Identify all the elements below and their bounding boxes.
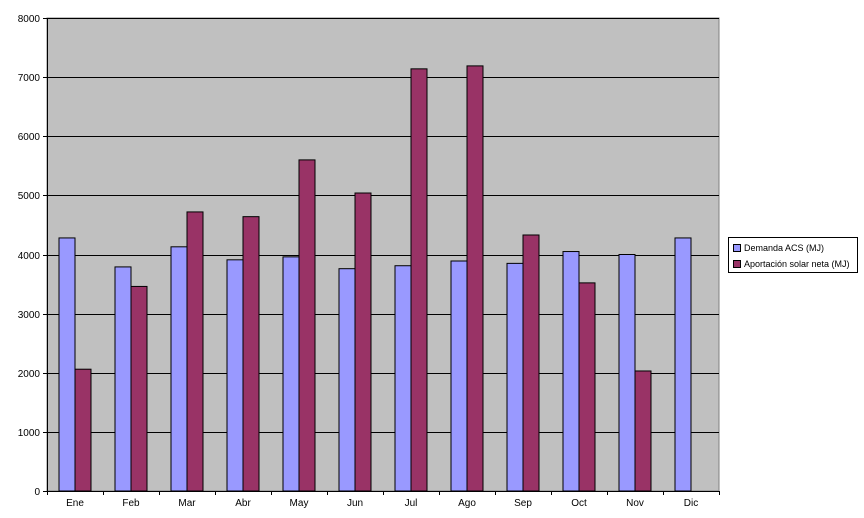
- y-tick-label: 7000: [18, 73, 41, 84]
- bar-demanda-may: [282, 256, 300, 492]
- x-tick-label: Sep: [514, 498, 532, 509]
- bar-demanda-nov: [618, 254, 636, 492]
- bar-aportacion-abr: [242, 216, 260, 492]
- bar-aportacion-oct: [578, 282, 596, 492]
- bar-aportacion-mar: [186, 211, 204, 492]
- bar-aportacion-may: [298, 159, 316, 492]
- legend-label-series-2: Aportación solar neta (MJ): [744, 259, 850, 269]
- bar-aportacion-feb: [130, 285, 148, 492]
- bar-aportacion-nov: [634, 370, 652, 492]
- y-tick-label: 0: [34, 487, 40, 498]
- x-tick-label: Abr: [235, 498, 251, 509]
- legend-item-series-1: Demanda ACS (MJ): [733, 243, 824, 253]
- bar-demanda-dic: [674, 237, 692, 492]
- legend-swatch-series-2: [733, 260, 741, 268]
- y-tick-label: 2000: [18, 369, 41, 380]
- x-tick-label: Feb: [122, 498, 140, 509]
- bar-demanda-mar: [170, 246, 188, 492]
- y-tick-label: 5000: [18, 191, 41, 202]
- bar-aportacion-ago: [466, 65, 484, 492]
- legend-item-series-2: Aportación solar neta (MJ): [733, 259, 850, 269]
- bar-demanda-abr: [226, 259, 244, 492]
- bar-demanda-oct: [562, 251, 580, 492]
- legend-swatch-series-1: [733, 244, 741, 252]
- plot-area: [46, 17, 720, 492]
- bar-demanda-ene: [58, 237, 76, 492]
- x-tick-label: Ene: [66, 498, 84, 509]
- y-tick-label: 8000: [18, 14, 41, 25]
- x-tick-label: Ago: [458, 498, 476, 509]
- y-tick-label: 1000: [18, 428, 41, 439]
- bar-demanda-ago: [450, 260, 468, 492]
- bar-demanda-jun: [338, 268, 356, 492]
- y-tick-label: 4000: [18, 251, 41, 262]
- bar-demanda-jul: [394, 265, 412, 492]
- x-tick-label: Jul: [405, 498, 418, 509]
- bar-aportacion-ene: [74, 368, 92, 492]
- x-tick-label: Jun: [347, 498, 363, 509]
- bar-aportacion-jun: [354, 192, 372, 492]
- bar-demanda-feb: [114, 266, 132, 492]
- x-tick-label: May: [290, 498, 309, 509]
- bar-aportacion-sep: [522, 234, 540, 492]
- y-tick-label: 3000: [18, 310, 41, 321]
- x-tick-label: Mar: [178, 498, 196, 509]
- x-tick-label: Oct: [571, 498, 587, 509]
- chart-legend: Demanda ACS (MJ) Aportación solar neta (…: [728, 237, 858, 273]
- x-tick-label: Nov: [626, 498, 644, 509]
- y-tick-label: 6000: [18, 132, 41, 143]
- legend-label-series-1: Demanda ACS (MJ): [744, 243, 825, 253]
- bar-aportacion-jul: [410, 68, 428, 492]
- x-tick-label: Dic: [684, 498, 698, 509]
- bar-demanda-sep: [506, 262, 524, 492]
